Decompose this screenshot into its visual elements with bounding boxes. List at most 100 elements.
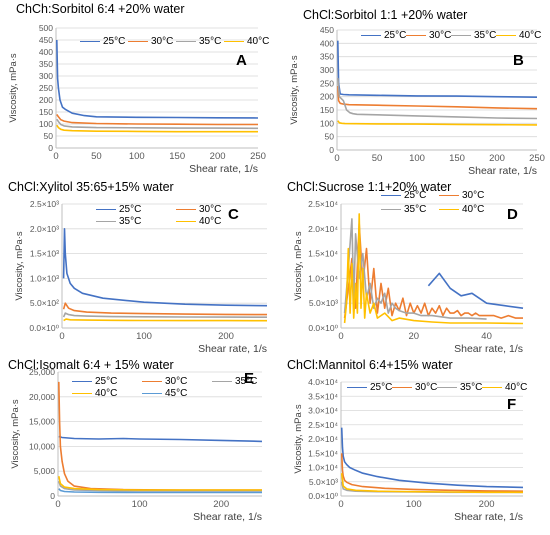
legend-label: 30°C bbox=[415, 382, 438, 393]
legend-label: 25°C bbox=[95, 376, 118, 387]
legend-swatch bbox=[224, 41, 244, 42]
legend-item: 35°C bbox=[451, 30, 496, 41]
legend-item: 35°C bbox=[212, 376, 257, 387]
legend-label: 30°C bbox=[199, 204, 222, 215]
y-tick-label: 5.0×10³ bbox=[309, 477, 338, 487]
series-line-35c bbox=[62, 312, 268, 318]
x-tick-label: 0 bbox=[338, 331, 343, 342]
legend-swatch bbox=[439, 195, 459, 196]
legend-swatch bbox=[128, 41, 148, 42]
legend-label: 35°C bbox=[460, 382, 483, 393]
x-axis-label: Shear rate, 1/s bbox=[193, 511, 262, 523]
x-tick-label: 100 bbox=[129, 151, 145, 162]
legend-item: 30°C bbox=[176, 204, 221, 215]
y-tick-label: 5.0×10² bbox=[30, 298, 59, 308]
x-tick-label: 200 bbox=[489, 153, 505, 164]
y-tick-label: 5.0×10³ bbox=[309, 298, 338, 308]
y-tick-label: 2.5×10⁴ bbox=[308, 420, 338, 430]
legend-swatch bbox=[80, 41, 100, 42]
x-tick-label: 0 bbox=[53, 151, 58, 162]
y-tick-label: 500 bbox=[39, 23, 53, 33]
x-tick-label: 0 bbox=[338, 499, 343, 510]
panel-letter: A bbox=[236, 52, 247, 69]
legend-item: 30°C bbox=[128, 36, 173, 47]
y-tick-label: 50 bbox=[325, 132, 335, 142]
legend-swatch bbox=[176, 221, 196, 222]
legend-swatch bbox=[176, 41, 196, 42]
y-tick-label: 0.0×10⁰ bbox=[308, 491, 338, 501]
y-tick-label: 2.0×10⁴ bbox=[308, 224, 338, 234]
series-line-25c bbox=[427, 272, 524, 309]
legend-label: 25°C bbox=[384, 30, 407, 41]
chart-plot: 0.0×10⁰ 5.0×10² 1.0×10³ 1.5×10³ 2.0×10³ 2.5×1… bbox=[14, 199, 268, 355]
x-tick-label: 100 bbox=[136, 331, 152, 342]
y-tick-label: 200 bbox=[320, 92, 334, 102]
legend-swatch bbox=[437, 387, 457, 388]
legend-label: 30°C bbox=[151, 36, 174, 47]
panel-c: ChCl:Xylitol 35:65+15% water 0.0×10⁰ 5.0×… bbox=[0, 178, 275, 356]
y-tick-label: 0.0×10⁰ bbox=[29, 323, 59, 333]
y-tick-label: 2.5×10³ bbox=[30, 199, 59, 209]
series-line-35c bbox=[58, 480, 262, 492]
legend-label: 25°C bbox=[404, 190, 427, 201]
x-axis-label: Shear rate, 1/s bbox=[454, 343, 523, 355]
legend-item: 40°C bbox=[176, 216, 221, 227]
y-tick-label: 250 bbox=[39, 83, 53, 93]
legend-item: 35°C bbox=[437, 382, 482, 393]
chart-plot: 0 50 100 150 200 250 300 350 400 450 500 0 50 100 150 2… bbox=[8, 23, 266, 175]
legend-item: 30°C bbox=[439, 190, 484, 201]
y-tick-label: 250 bbox=[320, 78, 334, 88]
legend-item: 30°C bbox=[406, 30, 451, 41]
legend-swatch bbox=[496, 35, 516, 36]
y-tick-label: 0.0×10⁰ bbox=[308, 323, 338, 333]
x-tick-label: 0 bbox=[334, 153, 339, 164]
legend-swatch bbox=[72, 381, 92, 382]
y-tick-label: 350 bbox=[320, 52, 334, 62]
legend-item: 25°C bbox=[381, 190, 426, 201]
series-line-35c bbox=[343, 218, 487, 320]
y-tick-label: 2.5×10⁴ bbox=[308, 199, 338, 209]
legend-label: 35°C bbox=[119, 216, 142, 227]
series-line-25c bbox=[58, 435, 263, 443]
panel-letter: D bbox=[507, 206, 518, 223]
legend-label: 35°C bbox=[235, 376, 258, 387]
x-tick-label: 20 bbox=[409, 331, 420, 342]
x-tick-label: 150 bbox=[169, 151, 185, 162]
legend-swatch bbox=[142, 393, 162, 394]
y-tick-label: 20,000 bbox=[29, 392, 55, 402]
y-tick-label: 2.0×10³ bbox=[30, 224, 59, 234]
y-tick-label: 1.5×10⁴ bbox=[308, 249, 338, 259]
x-tick-label: 40 bbox=[481, 331, 492, 342]
panel-letter: B bbox=[513, 52, 524, 69]
series-line-40c bbox=[56, 124, 258, 133]
y-tick-label: 1.5×10⁴ bbox=[308, 448, 338, 458]
series-line-40c bbox=[63, 318, 268, 322]
y-tick-label: 400 bbox=[39, 47, 53, 57]
panel-letter: F bbox=[507, 396, 517, 413]
series-line-45c bbox=[58, 488, 262, 494]
legend-swatch bbox=[381, 209, 401, 210]
series-line-30c bbox=[337, 85, 538, 110]
x-tick-label: 50 bbox=[91, 151, 102, 162]
x-tick-label: 100 bbox=[132, 499, 148, 510]
panel-d: ChCl:Sucrose 1:1+20% water 0.0×10⁰ 5.0×10… bbox=[275, 178, 550, 356]
legend-label: 45°C bbox=[165, 388, 188, 399]
series-line-35c bbox=[337, 77, 538, 120]
x-axis-label: Shear rate, 1/s bbox=[454, 511, 523, 523]
chart-title: ChCl:Xylitol 35:65+15% water bbox=[8, 180, 174, 194]
legend-item: 40°C bbox=[439, 204, 484, 215]
panel-a: ChCh:Sorbitol 6:4 +20% water 0 50 100 150 20… bbox=[0, 0, 275, 178]
legend-swatch bbox=[381, 195, 401, 196]
legend-item: 40°C bbox=[224, 36, 269, 47]
x-tick-label: 200 bbox=[218, 331, 234, 342]
legend-label: 30°C bbox=[462, 190, 485, 201]
legend-item: 25°C bbox=[347, 382, 392, 393]
legend-label: 35°C bbox=[404, 204, 427, 215]
series-line-40c bbox=[337, 120, 538, 126]
legend-item: 35°C bbox=[381, 204, 426, 215]
y-axis-label: Viscosity, mPa·s bbox=[293, 231, 304, 301]
y-tick-label: 100 bbox=[39, 119, 53, 129]
legend-label: 40°C bbox=[199, 216, 222, 227]
legend-label: 40°C bbox=[519, 30, 542, 41]
y-tick-label: 150 bbox=[320, 105, 334, 115]
